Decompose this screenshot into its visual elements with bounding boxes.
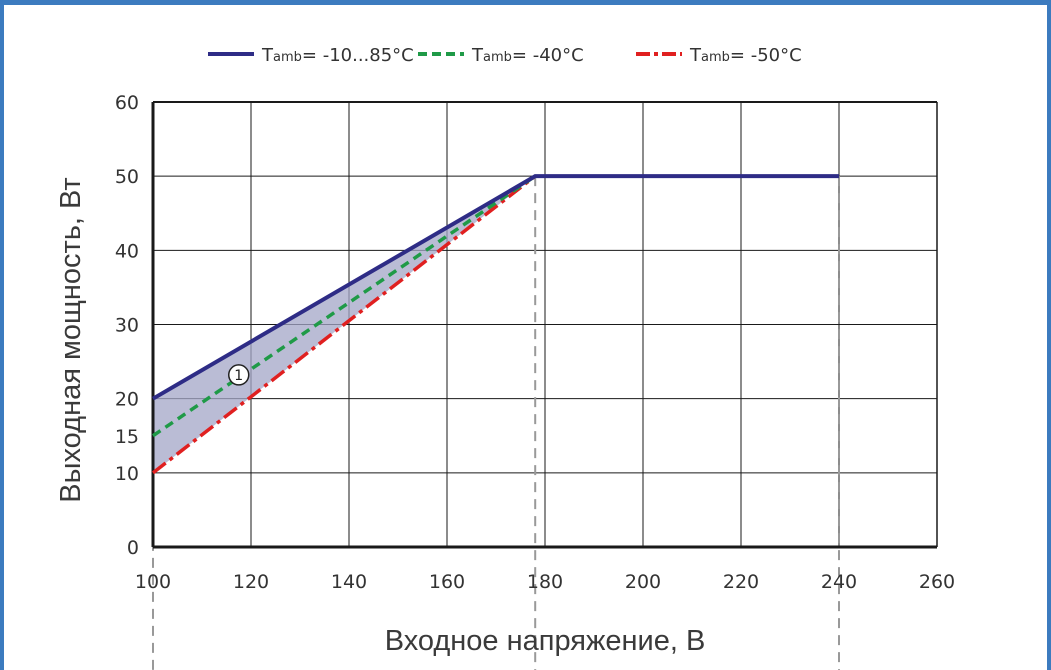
- legend-text-main: T: [471, 45, 484, 66]
- legend-text-subscript: amb: [483, 50, 512, 65]
- legend-text-rest: = -10...85°C: [302, 45, 414, 66]
- y-tick-label: 30: [115, 315, 139, 337]
- y-tick-label: 0: [127, 537, 139, 559]
- x-tick-label: 240: [821, 571, 857, 593]
- y-axis-title: Выходная мощность, Вт: [55, 177, 87, 502]
- series-line-2: [151, 174, 537, 475]
- x-tick-label: 120: [233, 571, 269, 593]
- x-tick-label: 180: [527, 571, 563, 593]
- y-tick-label: 15: [115, 426, 139, 448]
- x-tick-label: 100: [135, 571, 171, 593]
- series-line-0: [151, 174, 839, 401]
- x-axis-title: Входное напряжение, В: [385, 625, 706, 657]
- legend-text-rest: = -50°C: [730, 45, 802, 66]
- legend-entry-2: Tamb= -50°C: [689, 45, 802, 66]
- x-tick-label: 200: [625, 571, 661, 593]
- x-tick-label: 260: [919, 571, 955, 593]
- x-tick-label: 140: [331, 571, 367, 593]
- legend-text-main: T: [261, 45, 274, 66]
- y-tick-label: 50: [115, 166, 139, 188]
- legend-entry-1: Tamb= -40°C: [471, 45, 584, 66]
- legend-text-rest: = -40°C: [512, 45, 584, 66]
- y-tick-label: 40: [115, 240, 139, 262]
- legend-text-main: T: [689, 45, 702, 66]
- y-tick-label: 10: [115, 463, 139, 485]
- legend-entry-0: Tamb= -10...85°C: [261, 45, 414, 66]
- legend-text-subscript: amb: [273, 50, 302, 65]
- x-tick-label: 220: [723, 571, 759, 593]
- annotation-label: 1: [234, 368, 243, 384]
- y-tick-label: 20: [115, 389, 139, 411]
- legend-text-subscript: amb: [701, 50, 730, 65]
- annotation-marker: [228, 364, 250, 386]
- series-line-1: [152, 174, 537, 438]
- x-tick-label: 160: [429, 571, 465, 593]
- y-tick-label: 60: [115, 92, 139, 114]
